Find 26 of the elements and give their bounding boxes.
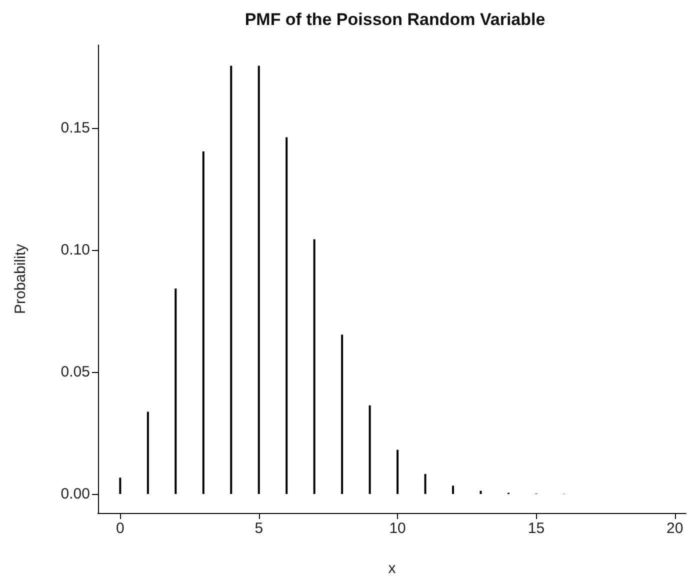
x-axis-title: x: [388, 560, 396, 577]
bar: [341, 334, 344, 494]
bar: [258, 66, 260, 494]
chart-title: PMF of the Poisson Random Variable: [244, 10, 546, 29]
bar: [452, 486, 454, 494]
x-tick-label: 0: [116, 520, 124, 537]
x-tick-label: 15: [528, 520, 545, 537]
bar: [146, 412, 149, 494]
bar: [230, 66, 232, 494]
x-tick-label: 5: [254, 520, 264, 537]
x-tick-label: 10: [389, 520, 406, 537]
y-tick-label: 0.15: [60, 119, 90, 136]
bar: [396, 450, 399, 494]
bar: [286, 137, 288, 494]
x-tick-label: 20: [666, 520, 684, 537]
bar: [424, 474, 426, 494]
y-tick-label: 0.10: [60, 241, 90, 258]
bar: [119, 478, 122, 494]
bar: [368, 405, 371, 494]
bar: [174, 288, 177, 494]
y-axis-title: Probability: [12, 243, 29, 314]
bar: [480, 490, 482, 494]
y-tick-label: 0.05: [60, 363, 90, 380]
bar: [313, 239, 316, 494]
y-tick-label: 0.00: [60, 485, 90, 502]
bar: [202, 151, 204, 494]
